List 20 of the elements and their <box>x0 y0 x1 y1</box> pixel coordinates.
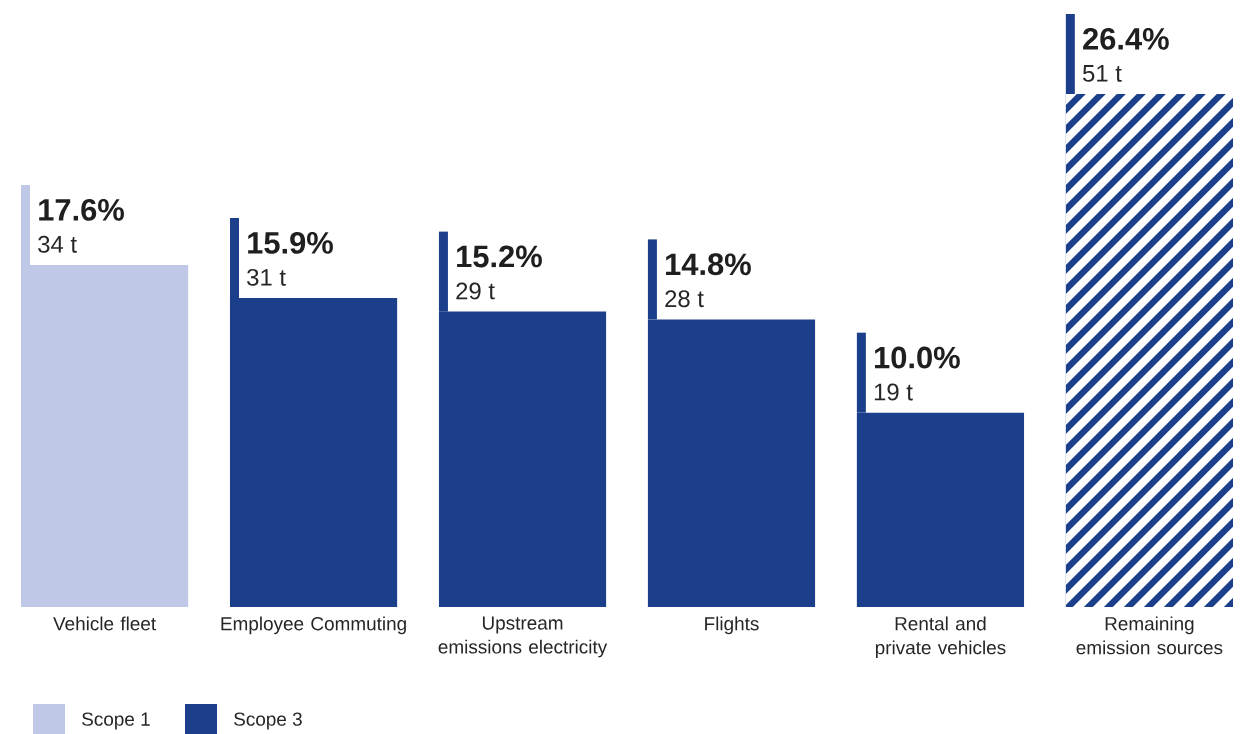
annotation: 34 t <box>38 235 77 253</box>
annotation: 28 t <box>665 290 704 308</box>
legend-label: Scope 1 <box>82 712 150 730</box>
data-label: 15.2% <box>457 245 542 268</box>
data-label: 14.8% <box>666 253 751 276</box>
x-tick-label: Vehicle fleet <box>53 616 156 631</box>
x-tick-label: Rental and private vehicles <box>875 616 1006 659</box>
x-tick-label: Remaining emission sources <box>1076 616 1223 655</box>
data-label: 10.0% <box>875 346 960 369</box>
data-label: 26.4% <box>1083 27 1169 50</box>
x-tick-label: Employee Commuting <box>221 616 406 635</box>
x-tick-label: Upstream emissions electricity <box>438 616 608 658</box>
data-label: 15.9% <box>248 231 333 254</box>
annotation: 51 t <box>1082 65 1122 82</box>
x-tick-label: Flights <box>705 616 759 635</box>
annotation: 19 t <box>874 383 913 401</box>
annotation: 29 t <box>456 282 495 300</box>
data-label: 17.6% <box>39 198 124 221</box>
annotation: 31 t <box>247 268 286 286</box>
legend-label: Scope 3 <box>234 712 302 730</box>
